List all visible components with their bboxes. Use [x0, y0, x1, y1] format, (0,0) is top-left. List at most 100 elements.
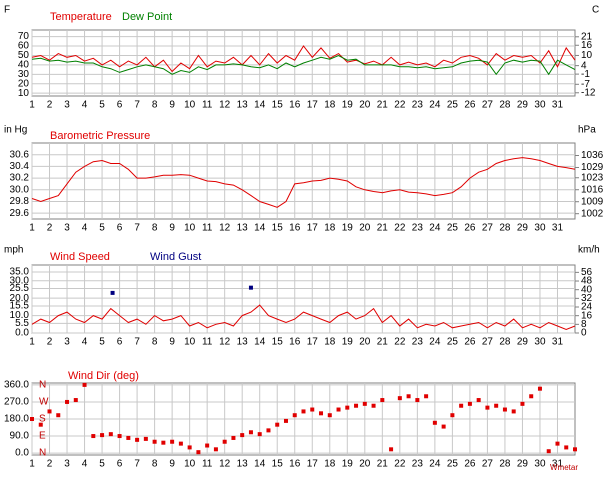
- y2-tick-label: -1: [581, 69, 590, 80]
- x-tick-label: 28: [499, 100, 511, 111]
- y-tick-label: 30.0: [10, 184, 30, 195]
- x-tick-label: 12: [219, 100, 231, 111]
- x-tick-label: 19: [342, 223, 354, 234]
- data-point: [292, 413, 297, 418]
- y-tick-label: 29.8: [10, 196, 30, 207]
- x-tick-label: 29: [517, 223, 529, 234]
- data-point: [38, 422, 43, 427]
- data-point: [82, 382, 87, 387]
- x-tick-label: 31: [552, 459, 564, 470]
- x-tick-label: 9: [169, 337, 175, 348]
- x-tick-label: 1: [29, 337, 35, 348]
- y2-tick-label: 1009: [581, 196, 604, 207]
- x-tick-label: 8: [152, 223, 158, 234]
- y2-tick-label: 1036: [581, 150, 604, 161]
- x-tick-label: 14: [254, 223, 266, 234]
- x-tick-label: 4: [82, 337, 88, 348]
- legend-label: Temperature: [50, 11, 112, 23]
- y2-tick-label: 32: [581, 293, 593, 304]
- y-tick-label: 30: [18, 69, 30, 80]
- y-tick-label: 30.4: [10, 161, 30, 172]
- x-tick-label: 16: [289, 223, 301, 234]
- series-line: [31, 45, 576, 73]
- data-point: [266, 428, 271, 433]
- y-tick-label: 5.5: [15, 318, 29, 329]
- x-tick-label: 8: [152, 100, 158, 111]
- data-point: [56, 413, 61, 418]
- data-point: [231, 435, 236, 440]
- x-tick-label: 11: [202, 459, 213, 470]
- y-tick-label: 15.5: [10, 301, 30, 312]
- data-point: [573, 447, 577, 452]
- x-tick-label: 14: [254, 459, 266, 470]
- x-tick-label: 23: [412, 337, 424, 348]
- x-tick-label: 13: [237, 100, 249, 111]
- x-tick-label: 12: [219, 459, 231, 470]
- y-tick-label: 180.0: [4, 414, 29, 425]
- x-tick-label: 3: [64, 100, 70, 111]
- x-tick-label: 10: [184, 337, 196, 348]
- y2-axis-label: hPa: [578, 125, 596, 136]
- y2-tick-label: 10: [581, 50, 593, 61]
- x-tick-label: 25: [447, 337, 459, 348]
- x-tick-label: 29: [517, 100, 529, 111]
- x-tick-label: 11: [202, 223, 213, 234]
- x-tick-label: 4: [82, 223, 88, 234]
- data-point: [485, 405, 490, 410]
- x-tick-label: 31: [552, 100, 564, 111]
- x-tick-label: 24: [429, 223, 441, 234]
- y2-axis-label: C: [592, 5, 599, 16]
- x-tick-label: 29: [517, 459, 529, 470]
- x-tick-label: 15: [272, 337, 284, 348]
- compass-label: N: [39, 448, 46, 459]
- data-point: [537, 386, 542, 391]
- x-tick-label: 25: [447, 100, 459, 111]
- x-tick-label: 18: [324, 223, 336, 234]
- y2-tick-label: 16: [581, 310, 593, 321]
- y2-tick-label: 8: [581, 319, 587, 330]
- y-tick-label: 20.0: [10, 293, 30, 304]
- data-point: [205, 443, 210, 448]
- y-tick-label: 10.0: [10, 310, 30, 321]
- data-point: [406, 394, 411, 399]
- y-tick-label: 0.0: [15, 448, 29, 459]
- data-point: [397, 396, 402, 401]
- x-tick-label: 9: [169, 100, 175, 111]
- y-tick-label: 29.6: [10, 208, 30, 219]
- y2-tick-label: -12: [581, 87, 596, 98]
- y2-tick-label: 40: [581, 284, 593, 295]
- x-tick-label: 15: [272, 459, 284, 470]
- x-tick-label: 17: [307, 337, 319, 348]
- x-tick-label: 2: [47, 223, 53, 234]
- x-tick-label: 20: [359, 337, 371, 348]
- x-tick-label: 20: [359, 223, 371, 234]
- x-tick-label: 8: [152, 337, 158, 348]
- x-tick-label: 28: [499, 459, 511, 470]
- data-point: [529, 394, 534, 399]
- x-tick-label: 31: [552, 337, 564, 348]
- data-point: [283, 418, 288, 423]
- data-point: [126, 435, 131, 440]
- x-tick-label: 7: [134, 459, 140, 470]
- x-tick-label: 7: [134, 223, 140, 234]
- y-tick-label: 40: [18, 60, 30, 71]
- data-point: [143, 436, 148, 441]
- x-tick-label: 16: [289, 337, 301, 348]
- x-tick-label: 11: [202, 100, 213, 111]
- x-tick-label: 22: [394, 337, 406, 348]
- x-tick-label: 10: [184, 100, 196, 111]
- x-tick-label: 25: [447, 459, 459, 470]
- y2-tick-label: 4: [581, 60, 587, 71]
- x-tick-label: 23: [412, 223, 424, 234]
- legend-label: Wind Gust: [150, 251, 201, 263]
- x-tick-label: 6: [117, 223, 123, 234]
- data-point: [494, 403, 499, 408]
- x-tick-label: 5: [99, 337, 105, 348]
- legend-label: Dew Point: [122, 11, 172, 23]
- y2-tick-label: 1029: [581, 162, 604, 173]
- y2-tick-label: 0: [581, 328, 587, 339]
- data-point: [511, 409, 516, 414]
- series-line: [31, 54, 576, 76]
- x-tick-label: 11: [202, 337, 213, 348]
- data-point: [108, 432, 113, 437]
